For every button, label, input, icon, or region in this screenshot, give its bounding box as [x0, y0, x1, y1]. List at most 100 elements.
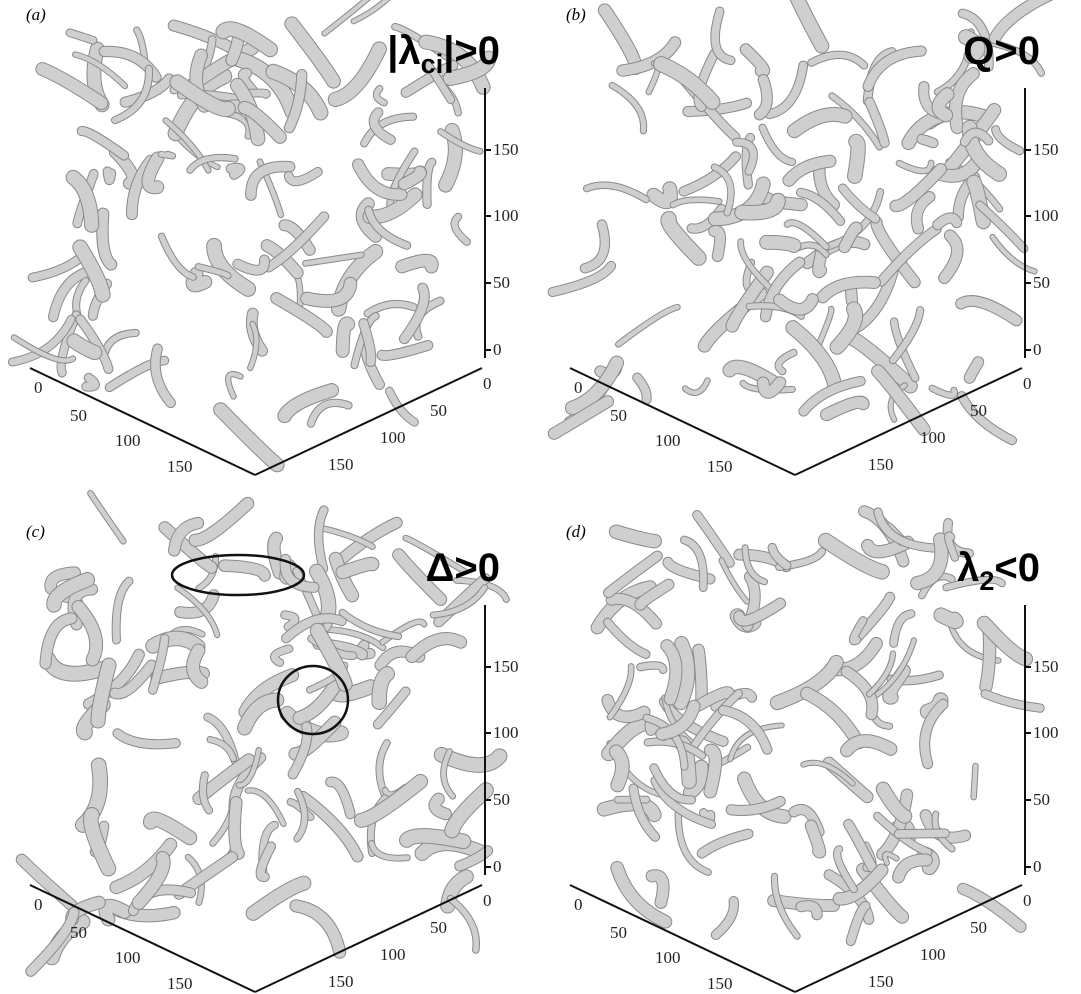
vortex-tube	[989, 0, 1052, 44]
vortex-tube	[356, 198, 382, 242]
vortex-tube	[872, 365, 930, 436]
z-tick-label: 0	[1033, 340, 1042, 359]
vortex-tube	[754, 75, 772, 120]
vortex-tube	[742, 545, 768, 585]
vortex-tube	[771, 873, 800, 939]
vortex-tube	[284, 69, 307, 133]
vortex-tube	[322, 0, 370, 36]
vortex-tube	[207, 238, 256, 296]
vortex-tube	[102, 329, 139, 356]
vortex-tube	[866, 651, 896, 697]
vortex-tube	[112, 577, 133, 644]
panel: (b) Q>0 0 50 100 150 0 50 100 150 0 50 100 150	[547, 0, 1059, 476]
vortex-tube	[294, 788, 308, 842]
vortex-tube	[728, 723, 784, 762]
vortex-field	[7, 0, 497, 473]
vortex-tube	[281, 611, 299, 631]
vortex-tube	[604, 618, 650, 658]
vortex-tube	[796, 901, 822, 920]
vortex-tube	[403, 535, 467, 574]
vortex-tube	[336, 557, 379, 579]
vortex-tube	[786, 321, 842, 393]
title-text: |>0	[443, 29, 500, 73]
vortex-tube	[36, 63, 108, 110]
vortex-tube	[711, 7, 735, 65]
vortex-tube	[821, 396, 869, 421]
vortex-tube	[760, 257, 805, 322]
vortex-tube	[817, 276, 880, 303]
vortex-tube	[287, 799, 314, 821]
vortex-tube	[783, 155, 836, 186]
vortex-tube	[246, 161, 295, 200]
vortex-tube	[169, 517, 204, 556]
vortex-tube	[711, 164, 734, 216]
vortex-tube	[889, 307, 924, 364]
vortex-tube	[805, 820, 826, 858]
vortex-tube	[193, 42, 259, 86]
vortex-tube	[406, 633, 467, 663]
y-tick-label: 100	[920, 945, 946, 964]
z-tick-label: 50	[1033, 273, 1050, 292]
vortex-tube	[865, 97, 889, 147]
y-axis	[254, 884, 483, 993]
vortex-tube	[839, 222, 862, 253]
vortex-tube	[733, 138, 757, 175]
title-text: |λ	[387, 29, 420, 73]
vortex-tube	[863, 46, 926, 91]
panel: (c) Δ>0 0 50 100 150 0 50 100 150 0 50 100 150	[15, 490, 519, 993]
vortex-tube	[735, 193, 785, 220]
z-tick-label: 0	[493, 857, 502, 876]
vortex-tube	[768, 543, 791, 570]
vortex-tube	[284, 167, 322, 186]
vortex-tube	[956, 296, 1022, 326]
vortex-tube	[646, 870, 669, 908]
title-text: <0	[994, 546, 1040, 590]
vortex-tube	[189, 497, 254, 546]
vortex-tube	[656, 700, 700, 740]
vortex-tube	[883, 664, 910, 704]
vortex-tube	[72, 600, 102, 666]
vortex-tube	[846, 901, 870, 946]
vortex-tube	[245, 788, 286, 827]
x-axis	[29, 367, 256, 476]
panel: (d) λ2<0 0 50 100 150 0 50 100 150 0 50 100 150	[566, 505, 1059, 993]
vortex-tube	[647, 182, 677, 209]
vortex-tube	[680, 536, 707, 592]
vortex-tube	[326, 777, 355, 819]
vortex-tube	[607, 664, 634, 720]
vortex-tube	[91, 658, 116, 728]
vortex-tube	[195, 264, 231, 279]
vortex-tube	[365, 206, 411, 249]
vortex-tube	[719, 558, 749, 604]
z-tick-label: 100	[493, 723, 519, 742]
vortex-tube	[279, 220, 315, 255]
vortex-tube	[268, 532, 286, 579]
panel-label: (d)	[566, 522, 586, 541]
z-tick-label: 150	[493, 140, 519, 159]
y-tick-label: 50	[430, 401, 447, 420]
vortex-tube	[229, 797, 244, 859]
vortex-tube	[170, 75, 235, 116]
x-axis	[569, 884, 796, 993]
y-tick-label: 0	[1023, 891, 1032, 910]
vortex-tube	[849, 617, 867, 645]
vortex-tube	[307, 399, 352, 427]
vortex-tube	[606, 593, 662, 629]
vortex-tube	[8, 315, 75, 366]
title-text: λ	[957, 546, 979, 590]
vortex-tube	[359, 319, 376, 367]
vortex-tube	[838, 184, 880, 223]
y-tick-label: 50	[970, 918, 987, 937]
vortex-tube	[372, 667, 394, 709]
x-axis	[569, 367, 796, 476]
vortex-tube	[787, 108, 852, 138]
title-text: Δ>0	[426, 546, 500, 590]
vortex-tube	[959, 30, 985, 63]
vortex-tube	[290, 900, 346, 958]
vortex-tube	[303, 252, 364, 266]
vortex-tube	[354, 774, 428, 827]
vortex-tube	[874, 812, 932, 856]
x-tick-label: 50	[610, 406, 627, 425]
vortex-tube	[364, 300, 417, 317]
vortex-field	[590, 505, 1045, 947]
